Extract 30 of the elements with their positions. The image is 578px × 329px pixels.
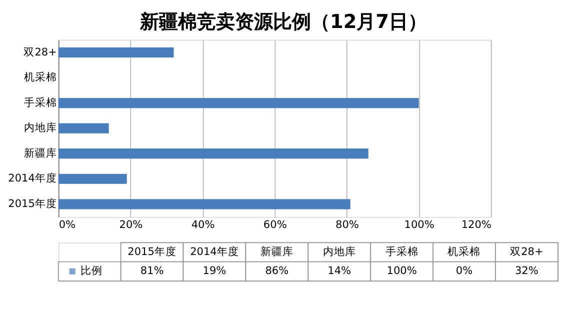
text: 100% <box>386 265 417 278</box>
y-tick-label: 2015年度 <box>8 197 57 210</box>
x-tick-label: 60% <box>263 218 287 231</box>
text: 81% <box>140 265 164 278</box>
y-tick-label: 手采棉 <box>24 96 57 109</box>
chart-title: 新疆棉竞卖资源比例（12月7日） <box>139 10 427 33</box>
text: 19% <box>202 265 226 278</box>
x-tick-label: 80% <box>336 218 359 231</box>
x-tick-label: 120% <box>461 218 492 231</box>
category-label: 内地库 <box>322 246 356 258</box>
x-tick-label: 100% <box>404 218 434 231</box>
category-label: 机采棉 <box>448 246 481 258</box>
y-tick-label: 新疆库 <box>24 146 57 160</box>
y-tick-label: 2014年度 <box>8 172 57 185</box>
category-label: 手采棉 <box>385 246 418 258</box>
y-tick-label: 内地库 <box>24 121 57 134</box>
text: 14% <box>328 265 352 278</box>
text: 0% <box>456 265 473 278</box>
text: 32% <box>514 265 538 278</box>
legend-label: 比例 <box>80 264 103 278</box>
category-label: 双28+ <box>510 246 544 258</box>
y-tick-label: 机采棉 <box>24 70 57 84</box>
category-label: 2014年度 <box>190 246 239 258</box>
y-tick-label: 双28+ <box>24 46 57 58</box>
x-tick-label: 20% <box>119 218 143 231</box>
x-tick-label: 0% <box>58 218 76 231</box>
x-tick-label: 40% <box>191 218 215 231</box>
category-label: 2015年度 <box>128 246 176 258</box>
category-label: 新疆库 <box>260 246 294 258</box>
text: 86% <box>265 265 289 278</box>
